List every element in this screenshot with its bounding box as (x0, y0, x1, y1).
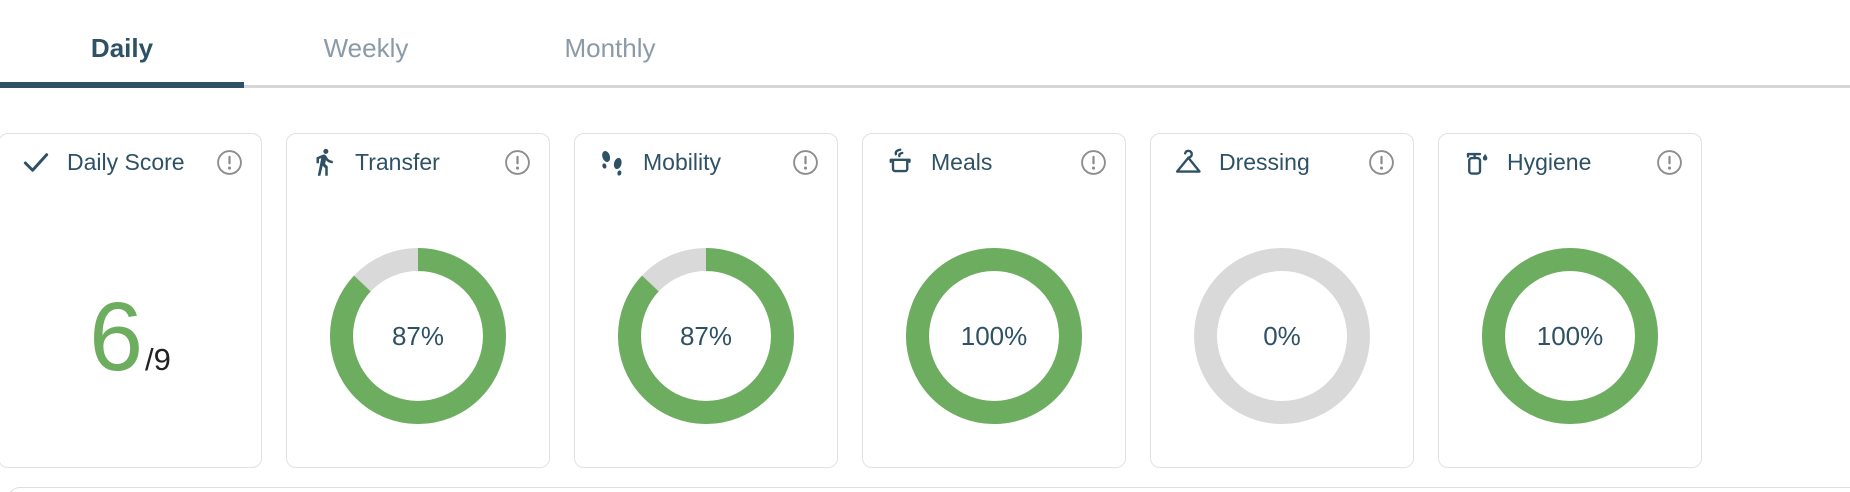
soap-dispenser-icon (1461, 147, 1491, 177)
card-header: Hygiene (1439, 134, 1701, 176)
card-header: Mobility (575, 134, 837, 176)
info-exclamation-icon[interactable] (1656, 149, 1683, 176)
hygiene-card: Hygiene 100% (1438, 133, 1702, 468)
check-icon (21, 147, 51, 177)
percent-label: 87% (391, 320, 445, 351)
card-header: Meals (863, 134, 1125, 176)
daily-score-card: Daily Score 6 /9 (0, 133, 262, 468)
tab-weekly[interactable]: Weekly (323, 33, 409, 63)
info-exclamation-icon[interactable] (504, 149, 531, 176)
next-section-panel (8, 487, 1850, 492)
card-header: Daily Score (0, 134, 261, 176)
daily-score-value-group: 6 /9 (0, 288, 261, 385)
footprints-icon (597, 147, 627, 177)
info-exclamation-icon[interactable] (216, 149, 243, 176)
info-exclamation-icon[interactable] (1368, 149, 1395, 176)
walking-person-icon (309, 147, 339, 177)
transfer-card: Transfer 87% (286, 133, 550, 468)
percent-label: 0% (1263, 320, 1301, 351)
meals-card: Meals 100% (862, 133, 1126, 468)
card-title: Hygiene (1507, 148, 1592, 175)
info-exclamation-icon[interactable] (792, 149, 819, 176)
percent-label: 100% (960, 320, 1028, 351)
card-title: Dressing (1219, 148, 1310, 175)
cooking-pot-icon (885, 147, 915, 177)
mobility-card: Mobility 87% (574, 133, 838, 468)
card-header: Dressing (1151, 134, 1413, 176)
card-title: Mobility (643, 148, 721, 175)
percent-label: 87% (679, 320, 733, 351)
card-title: Transfer (355, 148, 440, 175)
score-denominator: /9 (145, 342, 171, 377)
info-exclamation-icon[interactable] (1080, 149, 1107, 176)
card-header: Transfer (287, 134, 549, 176)
percent-label: 100% (1536, 320, 1604, 351)
progress-ring: 100% (906, 248, 1082, 424)
progress-ring: 100% (1482, 248, 1658, 424)
tab-monthly[interactable]: Monthly (564, 33, 656, 63)
metric-cards-row: Daily Score 6 /9 Transfer (0, 133, 1702, 468)
score-value: 6 (89, 282, 144, 391)
progress-ring: 87% (330, 248, 506, 424)
hanger-icon (1173, 147, 1203, 177)
period-tabbar: Daily Weekly Monthly (0, 0, 1850, 88)
card-title: Meals (931, 148, 993, 175)
progress-ring: 87% (618, 248, 794, 424)
tab-daily[interactable]: Daily (0, 0, 244, 88)
dressing-card: Dressing 0% (1150, 133, 1414, 468)
progress-ring: 0% (1194, 248, 1370, 424)
card-title: Daily Score (67, 148, 185, 175)
